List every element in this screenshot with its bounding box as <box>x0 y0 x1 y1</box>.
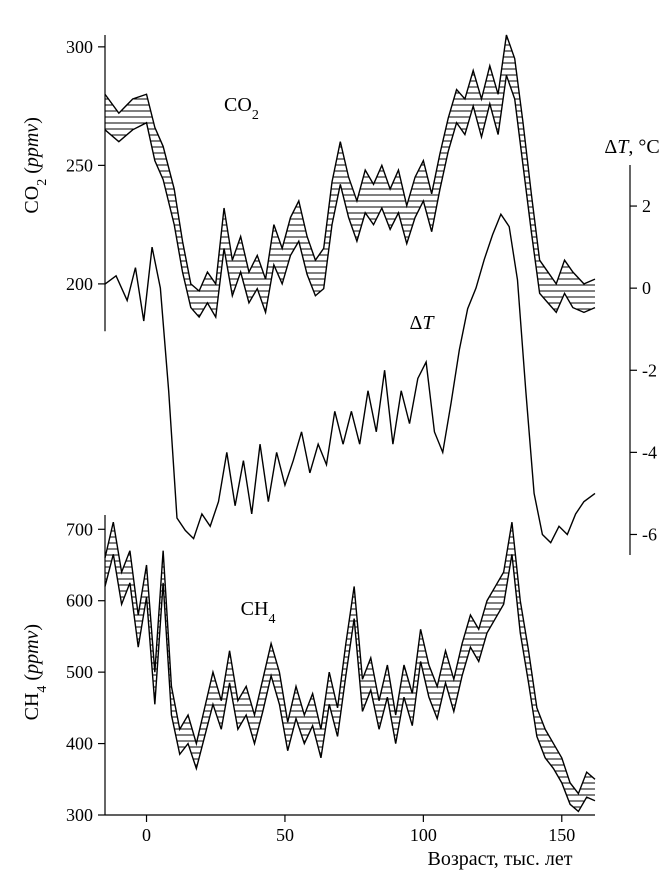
ch4-lower <box>105 554 595 811</box>
dt-tick: -6 <box>642 524 657 544</box>
co2-tick: 200 <box>66 274 93 294</box>
x-tick: 100 <box>410 825 437 845</box>
dt-axis-label: ΔT, °C <box>604 136 659 158</box>
co2-tick: 300 <box>66 37 93 57</box>
co2-band <box>105 35 595 317</box>
ch4-upper <box>105 522 595 793</box>
x-tick: 0 <box>142 825 151 845</box>
ch4-tick: 500 <box>66 662 93 682</box>
x-tick: 150 <box>548 825 575 845</box>
dt-tick: 2 <box>642 196 651 216</box>
ch4-tick: 400 <box>66 734 93 754</box>
ch4-tick: 300 <box>66 805 93 825</box>
dt-tick: -2 <box>642 360 657 380</box>
ch4-band <box>105 522 595 811</box>
ch4-axis-label: CH4 (ppmv) <box>21 624 50 720</box>
co2-series-label: CO2 <box>224 94 259 123</box>
dt-tick: 0 <box>642 278 651 298</box>
dt-line <box>105 214 595 542</box>
x-tick: 50 <box>276 825 294 845</box>
co2-axis-label: CO2 (ppmv) <box>21 117 50 213</box>
x-axis-label: Возраст, тыс. лет <box>428 848 573 870</box>
ice-core-chart: 200 250 300 CO2 (ppmv) -6 -4 -2 0 2 ΔT, °C 300 400 5… <box>0 0 672 884</box>
co2-tick: 250 <box>66 155 93 175</box>
ch4-tick: 600 <box>66 591 93 611</box>
dt-tick: -4 <box>642 442 657 462</box>
ch4-tick: 700 <box>66 519 93 539</box>
ch4-series-label: CH4 <box>241 598 276 627</box>
dt-series-label: ΔT <box>410 312 436 334</box>
